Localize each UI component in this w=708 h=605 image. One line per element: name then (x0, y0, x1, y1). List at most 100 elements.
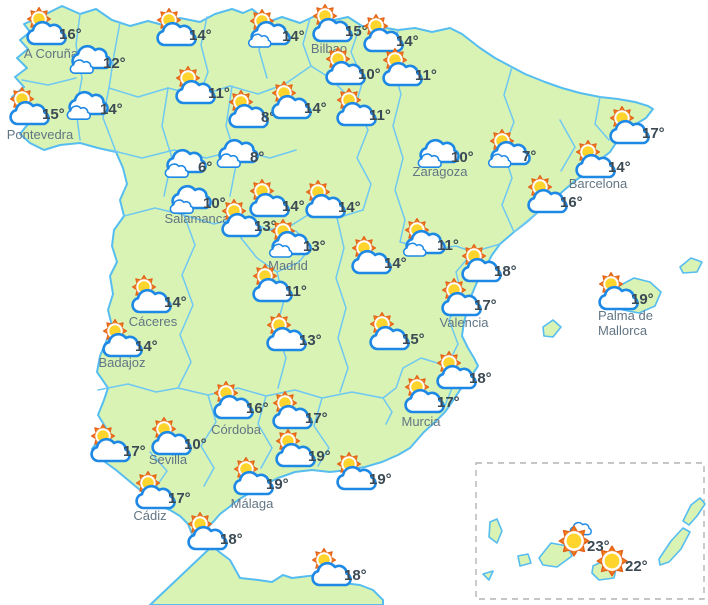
temperature-label: 11° (415, 67, 437, 84)
temperature-label: 14° (384, 255, 407, 272)
temperature-label: 18° (494, 263, 517, 280)
weather-point[interactable]: 11° (254, 265, 307, 301)
weather-point[interactable]: 14° (365, 15, 419, 51)
weather-points-layer: 16° 12° 14° 14° 15° 14° 10° 11° 15° 14° 11° 8° 14° 11… (11, 5, 665, 585)
temperature-label: 14° (282, 198, 305, 215)
city-label: Pontevedra (7, 127, 74, 142)
temperature-label: 15° (42, 106, 65, 123)
weather-point[interactable]: 10° (327, 48, 381, 84)
temperature-label: 14° (396, 33, 419, 50)
weather-point[interactable]: 14° (251, 180, 305, 216)
weather-point[interactable]: 11° (384, 49, 437, 85)
weather-point[interactable]: 14° (307, 181, 361, 217)
weather-point[interactable]: 8° (217, 140, 264, 167)
weather-point[interactable]: 14° (273, 82, 327, 118)
temperature-label: 16° (246, 400, 269, 417)
weather-point[interactable]: 14° (353, 237, 407, 273)
weather-point[interactable]: 16° (215, 382, 269, 418)
temperature-label: 18° (220, 531, 243, 548)
weather-point[interactable]: 17° (443, 279, 497, 315)
weather-point[interactable]: 11° (338, 89, 391, 125)
ibiza-island (542, 319, 562, 338)
weather-point[interactable]: 19° (338, 453, 392, 489)
temperature-label: 16° (560, 194, 583, 211)
weather-point[interactable]: 14° (577, 141, 631, 177)
temperature-label: 17° (168, 490, 191, 507)
city-label: Badajoz (99, 355, 146, 370)
weather-point[interactable]: 12° (70, 46, 126, 73)
temperature-label: 11° (437, 237, 459, 254)
canary-islands-inset (475, 462, 706, 600)
temperature-label: 19° (631, 291, 654, 308)
weather-point[interactable]: 14° (249, 10, 305, 47)
weather-point[interactable]: 22° (597, 546, 648, 575)
city-label: Córdoba (211, 422, 262, 437)
weather-point[interactable]: 8° (230, 91, 276, 127)
city-label: Málaga (231, 496, 274, 511)
temperature-label: 10° (358, 66, 381, 83)
temperature-label: 10° (451, 149, 474, 166)
city-label: Valencia (440, 315, 490, 330)
temperature-label: 17° (474, 297, 497, 314)
weather-point[interactable]: 6° (165, 150, 212, 177)
weather-point[interactable]: 14° (67, 92, 123, 119)
temperature-label: 14° (100, 101, 123, 118)
weather-point[interactable]: 18° (463, 245, 517, 281)
weather-point[interactable]: 17° (274, 392, 328, 428)
inset-border (475, 462, 705, 600)
weather-point[interactable]: 17° (137, 472, 191, 508)
temperature-label: 18° (344, 567, 367, 584)
weather-point[interactable]: 17° (92, 425, 146, 461)
city-label: Palma de (598, 308, 653, 323)
city-label: Madrid (268, 258, 308, 273)
sun-icon (597, 546, 626, 575)
weather-point[interactable]: 18° (189, 513, 243, 549)
weather-point[interactable]: 18° (438, 352, 492, 388)
weather-point[interactable]: 7° (489, 130, 537, 167)
weather-point[interactable]: 14° (104, 320, 158, 356)
weather-point[interactable]: 15° (314, 5, 368, 41)
weather-point[interactable]: 11° (177, 67, 230, 103)
weather-point[interactable]: 11° (404, 219, 459, 256)
temperature-label: 22° (625, 558, 648, 575)
temperature-label: 18° (469, 370, 492, 387)
africa-coast (149, 543, 384, 605)
city-label: Barcelona (569, 176, 628, 191)
weather-point[interactable]: 19° (277, 430, 331, 466)
temperature-label: 11° (285, 283, 307, 300)
temperature-label: 13° (303, 238, 326, 255)
weather-point[interactable]: 15° (371, 313, 425, 349)
city-label: Cáceres (129, 314, 178, 329)
temperature-label: 19° (308, 448, 331, 465)
weather-point[interactable]: 16° (28, 8, 82, 44)
temperature-label: 17° (437, 394, 460, 411)
weather-point[interactable]: 18° (313, 549, 367, 585)
city-label: Murcia (401, 414, 441, 429)
temperature-label: 10° (184, 436, 207, 453)
temperature-label: 19° (266, 476, 289, 493)
weather-point[interactable]: 19° (600, 273, 654, 309)
weather-point[interactable]: 13° (270, 220, 326, 257)
weather-point[interactable]: 10° (153, 418, 207, 454)
weather-point[interactable]: 19° (235, 458, 289, 494)
weather-point[interactable]: 13° (268, 314, 322, 350)
temperature-label: 7° (522, 148, 536, 165)
spain-landmass (11, 5, 654, 548)
weather-point[interactable]: 14° (133, 276, 187, 312)
weather-point[interactable]: 17° (611, 107, 665, 143)
weather-point[interactable]: 10° (170, 186, 226, 213)
weather-point[interactable]: 14° (158, 9, 212, 45)
city-label: Salamanca (164, 211, 230, 226)
weather-point[interactable]: 15° (11, 88, 65, 124)
temperature-label: 11° (208, 85, 230, 102)
temperature-label: 14° (135, 338, 158, 355)
city-label: Cádiz (133, 508, 166, 523)
weather-point[interactable]: 17° (406, 376, 460, 412)
temperature-label: 11° (369, 107, 391, 124)
weather-point[interactable]: 16° (529, 176, 583, 212)
city-label: Zaragoza (413, 164, 469, 179)
weather-point[interactable]: 10° (418, 140, 474, 167)
temperature-label: 13° (299, 332, 322, 349)
